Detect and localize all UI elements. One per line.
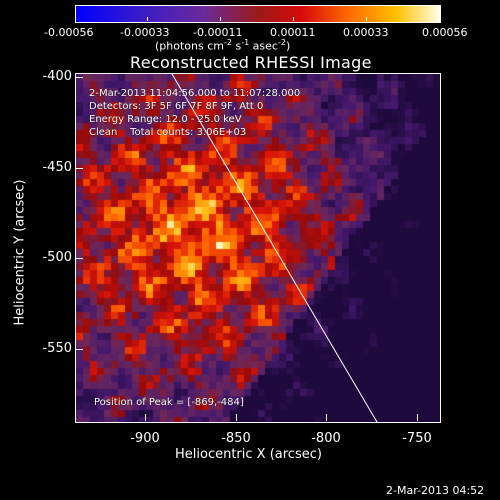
- image-panel: 2-Mar-2013 11:04:56.000 to 11:07:28.000 …: [75, 73, 441, 423]
- energy-range-label: Energy Range: 12.0 - 25.0 keV: [89, 114, 242, 125]
- colorbar: [75, 5, 441, 23]
- colorbar-units: (photons cm-2 s-1 asec-2): [155, 38, 290, 53]
- plot-title: Reconstructed RHESSI Image: [130, 53, 372, 72]
- y-tick-label: -550: [42, 341, 72, 356]
- x-tick-label: -800: [311, 431, 341, 446]
- y-tick: [76, 168, 83, 169]
- units-exp: -2: [277, 38, 286, 47]
- y-tick: [76, 258, 83, 259]
- y-tick-label: -450: [42, 160, 72, 175]
- detectors-label: Detectors: 3F 5F 6F 7F 8F 9F, Att 0: [89, 101, 264, 112]
- colorbar-tick-label: -0.00056: [44, 26, 94, 39]
- y-tick-label: -400: [42, 69, 72, 84]
- x-tick-label: -750: [402, 431, 432, 446]
- limb-line: [171, 74, 378, 422]
- units-exp: -2: [223, 38, 232, 47]
- colorbar-tick-label: 0.00056: [422, 26, 468, 39]
- units-prefix: (photons cm: [155, 39, 224, 53]
- time-range-label: 2-Mar-2013 11:04:56.000 to 11:07:28.000: [89, 88, 301, 99]
- colorbar-tick: [75, 17, 76, 21]
- colorbar-tick-label: 0.00011: [270, 26, 316, 39]
- y-tick: [76, 77, 83, 78]
- x-tick-label: -850: [221, 431, 251, 446]
- rhessi-image: [76, 74, 440, 422]
- peak-position-label: Position of Peak = [-869,-484]: [94, 397, 244, 408]
- units-mid: s: [231, 39, 242, 53]
- colorbar-tick-label: -0.00011: [193, 26, 243, 39]
- colorbar-tick: [220, 17, 221, 21]
- x-tick: [417, 414, 418, 421]
- y-axis-label: Heliocentric Y (arcsec): [12, 179, 28, 326]
- x-tick: [326, 414, 327, 421]
- colorbar-tick: [293, 17, 294, 21]
- counts-label: Clean Total counts: 3.06E+03: [89, 127, 247, 138]
- units-suffix: ): [285, 39, 291, 53]
- x-tick: [145, 414, 146, 421]
- colorbar-tick: [366, 17, 367, 21]
- colorbar-tick-label: -0.00033: [120, 26, 170, 39]
- x-tick: [236, 414, 237, 421]
- units-exp: -1: [241, 38, 250, 47]
- x-axis-label: Heliocentric X (arcsec): [175, 447, 322, 462]
- y-tick: [76, 349, 83, 350]
- y-tick-label: -500: [42, 250, 72, 265]
- x-tick-label: -900: [130, 431, 160, 446]
- colorbar-tick-label: 0.00033: [343, 26, 389, 39]
- units-mid: asec: [249, 39, 278, 53]
- colorbar-tick: [147, 17, 148, 21]
- colorbar-tick: [439, 17, 440, 21]
- footer-timestamp: 2-Mar-2013 04:52: [386, 484, 485, 497]
